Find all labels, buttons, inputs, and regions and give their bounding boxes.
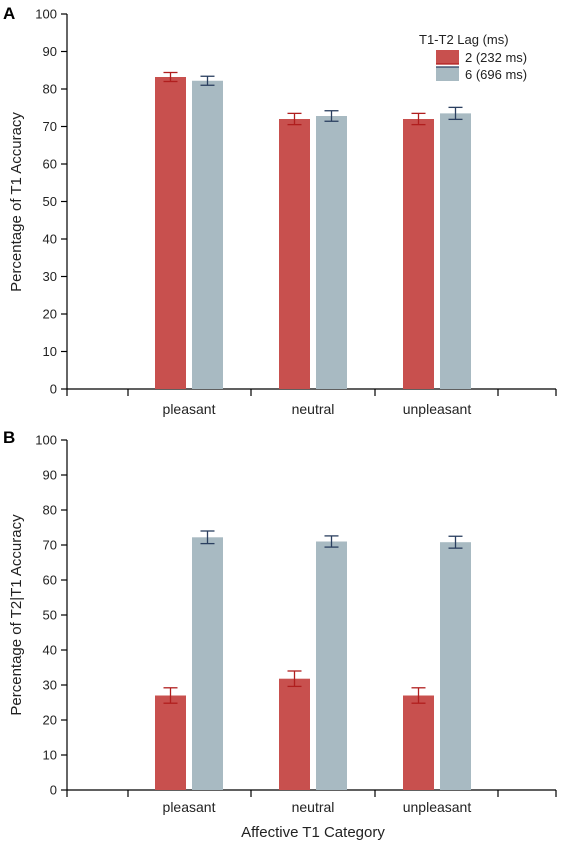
panel-a-category-label-neutral: neutral <box>292 401 335 417</box>
panel-b-x-axis-title: Affective T1 Category <box>241 824 385 841</box>
panel-b-bar-pleasant-series-2 <box>192 537 223 790</box>
panel-b-y-axis-title: Percentage of T2|T1 Accuracy <box>8 514 25 716</box>
legend-swatch-lag-2 <box>436 50 459 64</box>
panel-b-y-tick-label: 50 <box>43 608 57 623</box>
panel-b-y-tick-label: 30 <box>43 678 57 693</box>
panel-b-bar-neutral-series-2 <box>316 541 347 790</box>
panel-b-category-label-pleasant: pleasant <box>163 799 216 815</box>
panel-b-y-tick-label: 100 <box>35 433 57 448</box>
panel-b-y-tick-label: 70 <box>43 538 57 553</box>
panel-a-bar-pleasant-series-1 <box>155 77 186 389</box>
panel-a-bar-unpleasant-series-1 <box>403 119 434 389</box>
panel-a-bar-neutral-series-2 <box>316 116 347 389</box>
panel-b-bar-pleasant-series-1 <box>155 695 186 790</box>
panel-b-chart: B Percentage of T2|T1 Accuracy Affective… <box>3 428 557 841</box>
panel-a-y-axis-title: Percentage of T1 Accuracy <box>8 112 25 292</box>
panel-b-y-tick-label: 10 <box>43 748 57 763</box>
panel-b-y-tick-label: 60 <box>43 573 57 588</box>
panel-b-category-label-unpleasant: unpleasant <box>403 799 472 815</box>
panel-a-legend: T1-T2 Lag (ms) 2 (232 ms) 6 (696 ms) <box>419 32 527 82</box>
panel-b-y-tick-label: 80 <box>43 503 57 518</box>
panel-a-category-label-unpleasant: unpleasant <box>403 401 472 417</box>
panel-a-y-tick-label: 100 <box>35 7 57 22</box>
legend-title: T1-T2 Lag (ms) <box>419 32 509 47</box>
panel-a-y-tick-label: 90 <box>43 44 57 59</box>
legend-swatch-lag-6 <box>436 67 459 81</box>
panel-a-y-tick-label: 10 <box>43 344 57 359</box>
panel-a-bar-unpleasant-series-2 <box>440 113 471 389</box>
panel-a-y-tick-label: 70 <box>43 119 57 134</box>
panel-a-chart: A Percentage of T1 Accuracy T1-T2 Lag (m… <box>3 4 557 417</box>
panel-b-y-tick-label: 40 <box>43 643 57 658</box>
panel-b-category-label-neutral: neutral <box>292 799 335 815</box>
panel-b-label: B <box>3 428 15 447</box>
panel-a-label: A <box>3 4 15 23</box>
panel-b-y-tick-label: 20 <box>43 713 57 728</box>
legend-label-lag-6: 6 (696 ms) <box>465 67 527 82</box>
panel-a-y-tick-label: 30 <box>43 269 57 284</box>
panel-a-y-tick-label: 60 <box>43 157 57 172</box>
panel-b-y-tick-label: 90 <box>43 468 57 483</box>
panel-a-bar-neutral-series-1 <box>279 119 310 389</box>
panel-b-bar-unpleasant-series-2 <box>440 542 471 790</box>
legend-label-lag-2: 2 (232 ms) <box>465 50 527 65</box>
panel-a-y-tick-label: 0 <box>50 382 57 397</box>
panel-b-y-tick-label: 0 <box>50 783 57 798</box>
panel-a-y-tick-label: 40 <box>43 232 57 247</box>
panel-a-y-tick-label: 20 <box>43 307 57 322</box>
panel-a-bar-pleasant-series-2 <box>192 80 223 389</box>
panel-b-bar-unpleasant-series-1 <box>403 695 434 790</box>
panel-a-y-tick-label: 50 <box>43 194 57 209</box>
panel-a-category-label-pleasant: pleasant <box>163 401 216 417</box>
panel-a-y-tick-label: 80 <box>43 82 57 97</box>
panel-b-bar-neutral-series-1 <box>279 678 310 790</box>
